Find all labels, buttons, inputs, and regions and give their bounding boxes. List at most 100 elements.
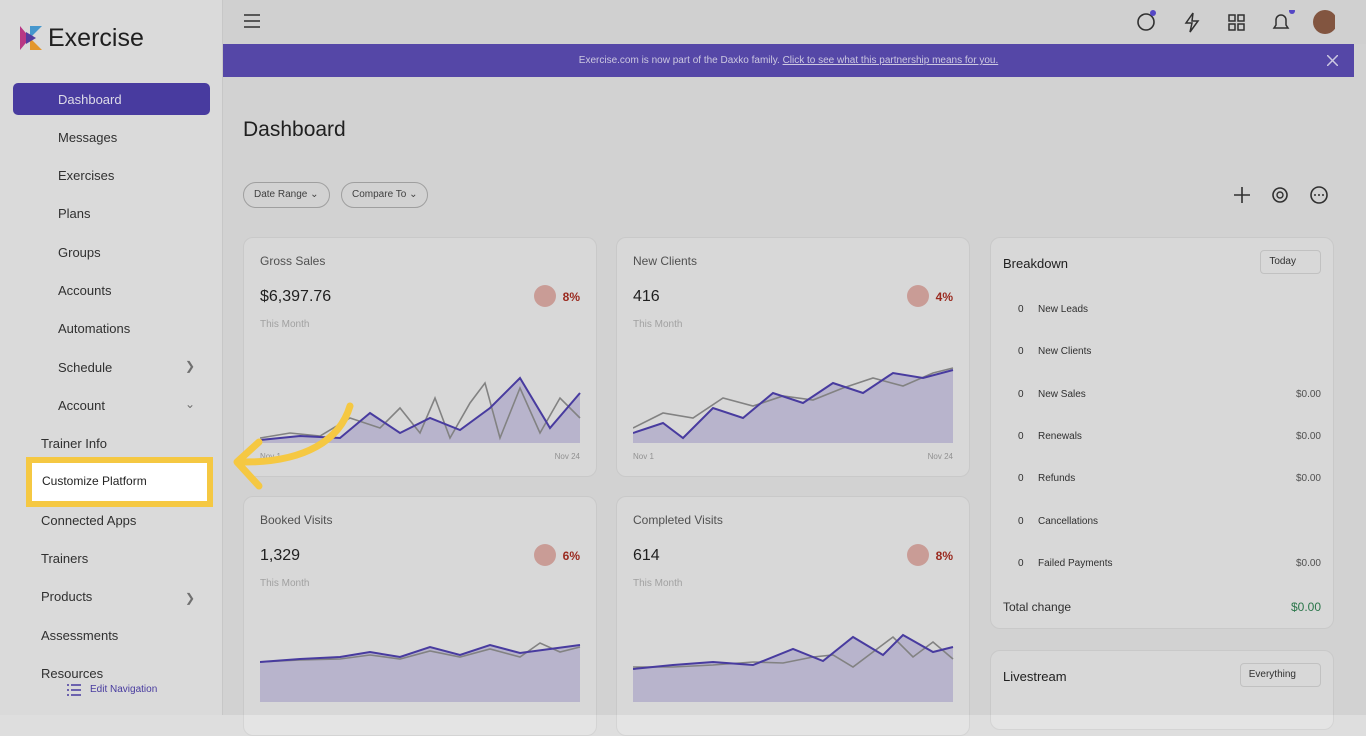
card-change: 8% (935, 549, 953, 563)
nav-item[interactable]: Account (58, 397, 105, 413)
axis-start: Nov 1 (260, 452, 281, 461)
livestream-panel: Livestream Everything (990, 650, 1334, 730)
sparkline (633, 633, 954, 702)
row-count: 0 (1018, 430, 1024, 442)
breakdown-row: 0 New Clients (1003, 346, 1321, 366)
trend-badge (907, 544, 929, 566)
card-value: 614 (633, 547, 660, 564)
row-count: 0 (1018, 388, 1024, 400)
card-title: Gross Sales (260, 254, 326, 268)
trend-badge (534, 544, 556, 566)
nav-item[interactable]: Plans (58, 206, 91, 222)
axis-start: Nov 1 (633, 452, 654, 461)
chevron: ⌄ (185, 397, 196, 412)
card-period[interactable]: This Month (633, 319, 683, 330)
edit-navigation[interactable]: Edit Navigation (90, 684, 158, 695)
page-title: Dashboard (243, 118, 346, 141)
sparkline (633, 367, 954, 443)
sparkline (260, 642, 581, 702)
row-label: New Sales (1038, 388, 1086, 400)
trend-badge (907, 285, 929, 307)
card-period[interactable]: This Month (633, 578, 683, 589)
row-label: Refunds (1038, 473, 1076, 485)
nav-sub-item[interactable]: Trainers (41, 550, 89, 566)
close-banner[interactable] (1327, 55, 1338, 66)
card-value: $6,397.76 (260, 288, 332, 305)
logo (20, 26, 42, 50)
highlighted-nav-item[interactable]: Customize Platform (26, 457, 213, 507)
nav-sub-item[interactable]: Trainer Info (41, 436, 107, 451)
list-icon (67, 684, 81, 696)
metric-card: New Clients 416 4% This Month Nov 1 Nov 24 (616, 237, 970, 477)
toolbar-icons[interactable] (1135, 10, 1335, 36)
nav-item[interactable]: Groups (58, 244, 101, 260)
filter-label: Compare To (352, 189, 407, 200)
nav-item[interactable]: Schedule (58, 359, 113, 375)
breakdown-row: 0 Renewals $0.00 (1003, 431, 1321, 451)
card-period[interactable]: This Month (260, 578, 310, 589)
nav-sub-item[interactable]: Connected Apps (41, 512, 137, 528)
nav-item[interactable]: Exercises (58, 168, 115, 184)
row-label: New Leads (1038, 304, 1089, 315)
nav-item[interactable]: Automations (58, 321, 131, 337)
breakdown-row: 0 Cancellations (1003, 516, 1321, 536)
sidebar: Exercise Dashboard Messages Exercises Plans… (0, 0, 223, 715)
total-value: $0.00 (1290, 600, 1321, 614)
card-title: New Clients (633, 254, 698, 268)
nav-item[interactable]: Messages (58, 129, 118, 145)
metric-card: Completed Visits 614 8% This Month (616, 496, 970, 736)
row-count: 0 (1018, 473, 1024, 485)
trend-badge (534, 285, 556, 307)
nav-sub-item[interactable]: Assessments (41, 627, 119, 643)
breakdown-panel: Breakdown Today 0 New Leads 0 New Clients 0 N… (990, 237, 1334, 629)
card-change: 8% (562, 290, 580, 304)
panel-title: Livestream (1003, 669, 1067, 684)
row-amount: $0.00 (1295, 430, 1321, 442)
row-count: 0 (1018, 557, 1024, 569)
breakdown-row: 0 Failed Payments $0.00 (1003, 558, 1321, 578)
nav-sub-item[interactable]: Products (41, 589, 93, 605)
filter-label: Date Range (254, 189, 308, 200)
chevron: ❯ (185, 591, 196, 605)
axis-end: Nov 24 (554, 452, 580, 461)
menu-button[interactable] (244, 14, 260, 28)
card-title: Completed Visits (633, 513, 723, 527)
card-value: 416 (633, 288, 660, 305)
brand: Exercise (48, 24, 144, 52)
top-bar (223, 0, 1366, 44)
filter[interactable]: Compare To ⌄ (341, 182, 429, 208)
row-count: 0 (1018, 515, 1024, 527)
row-label: Failed Payments (1038, 557, 1113, 569)
pointer-arrow (233, 402, 354, 490)
announcement-banner: Exercise.com is now part of the Daxko fa… (223, 44, 1354, 77)
row-label: Cancellations (1038, 515, 1099, 527)
breakdown-row: 0 New Leads (1003, 304, 1321, 324)
total-label: Total change (1003, 600, 1072, 614)
chevron: ❯ (185, 359, 196, 374)
row-label: Renewals (1038, 430, 1082, 442)
card-change: 6% (562, 549, 580, 563)
card-change: 4% (935, 290, 953, 304)
row-amount: $0.00 (1295, 557, 1321, 569)
breakdown-row: 0 Refunds $0.00 (1003, 473, 1321, 493)
card-title: Booked Visits (260, 513, 333, 527)
banner-text: Exercise.com is now part of the Daxko fa… (578, 55, 780, 66)
breakdown-row: 0 New Sales $0.00 (1003, 389, 1321, 409)
metric-card: Gross Sales $6,397.76 8% This Month Nov 1 Nov… (243, 237, 597, 477)
filter[interactable]: Date Range ⌄ (243, 182, 330, 208)
nav-item[interactable]: Dashboard (13, 83, 210, 115)
axis-end: Nov 24 (927, 452, 953, 461)
row-amount: $0.00 (1295, 473, 1321, 485)
livestream-filter[interactable]: Everything (1239, 663, 1321, 687)
panel-title: Breakdown (1003, 256, 1069, 271)
dashboard-actions[interactable] (1232, 184, 1332, 206)
nav-sub-item[interactable]: Resources (41, 665, 104, 681)
nav-item[interactable]: Accounts (58, 283, 112, 298)
banner-link[interactable]: Click to see what this partnership means… (782, 55, 999, 66)
row-amount: $0.00 (1295, 388, 1321, 400)
card-period[interactable]: This Month (260, 319, 310, 330)
row-label: New Clients (1038, 346, 1092, 358)
metric-card: Booked Visits 1,329 6% This Month (243, 496, 597, 736)
period-select[interactable]: Today (1260, 250, 1321, 274)
